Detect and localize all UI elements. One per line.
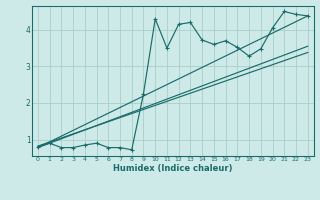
X-axis label: Humidex (Indice chaleur): Humidex (Indice chaleur) bbox=[113, 164, 233, 173]
